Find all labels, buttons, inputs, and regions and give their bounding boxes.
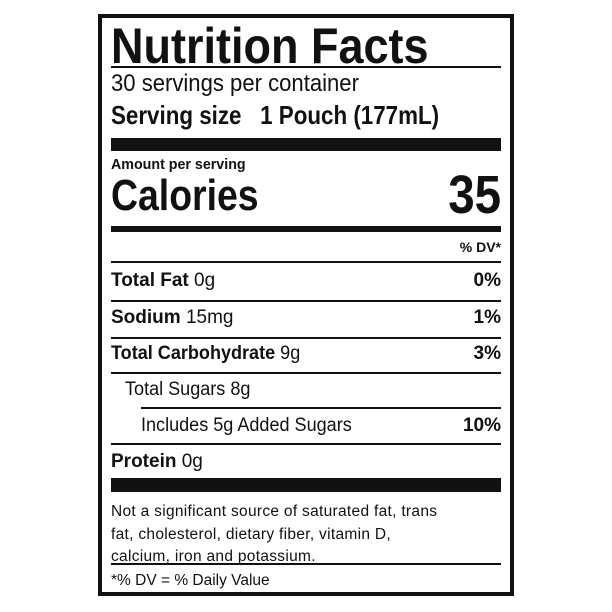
amount-per-serving: Amount per serving [111,156,246,173]
divider [111,372,501,374]
nutrient-sodium: Sodium 15mg [111,307,234,328]
dv-added-sugars: 10% [462,415,501,436]
label-title: Nutrition Facts [111,18,429,74]
calories-label: Calories [111,171,259,220]
dv-total-fat: 0% [473,270,501,291]
serving-size: Serving size 1 Pouch (177mL) [111,100,440,130]
divider [111,337,501,339]
footnote: *% DV = % Daily Value [111,572,270,589]
thick-divider [111,478,501,492]
nutrient-added-sugars: Includes 5g Added Sugars [141,415,352,436]
divider [111,563,501,565]
divider [111,443,501,445]
nutrition-facts-label: Nutrition Facts 30 servings per containe… [98,14,514,596]
nutrient-total-sugars: Total Sugars 8g [125,379,251,400]
divider [111,300,501,302]
divider [111,261,501,263]
dv-header: % DV* [459,239,501,255]
dv-total-carbohydrate: 3% [473,343,501,364]
nutrient-total-fat: Total Fat 0g [111,270,216,291]
medium-divider [111,226,501,232]
calories-value: 35 [448,165,501,225]
divider [111,66,501,68]
dv-sodium: 1% [473,307,501,328]
thick-divider [111,138,501,151]
nutrient-total-carbohydrate: Total Carbohydrate 9g [111,343,301,364]
nutrient-protein: Protein 0g [111,451,203,472]
not-significant-note: Not a significant source of saturated fa… [111,503,438,565]
indented-divider [141,407,501,409]
servings-per-container: 30 servings per container [111,70,359,97]
